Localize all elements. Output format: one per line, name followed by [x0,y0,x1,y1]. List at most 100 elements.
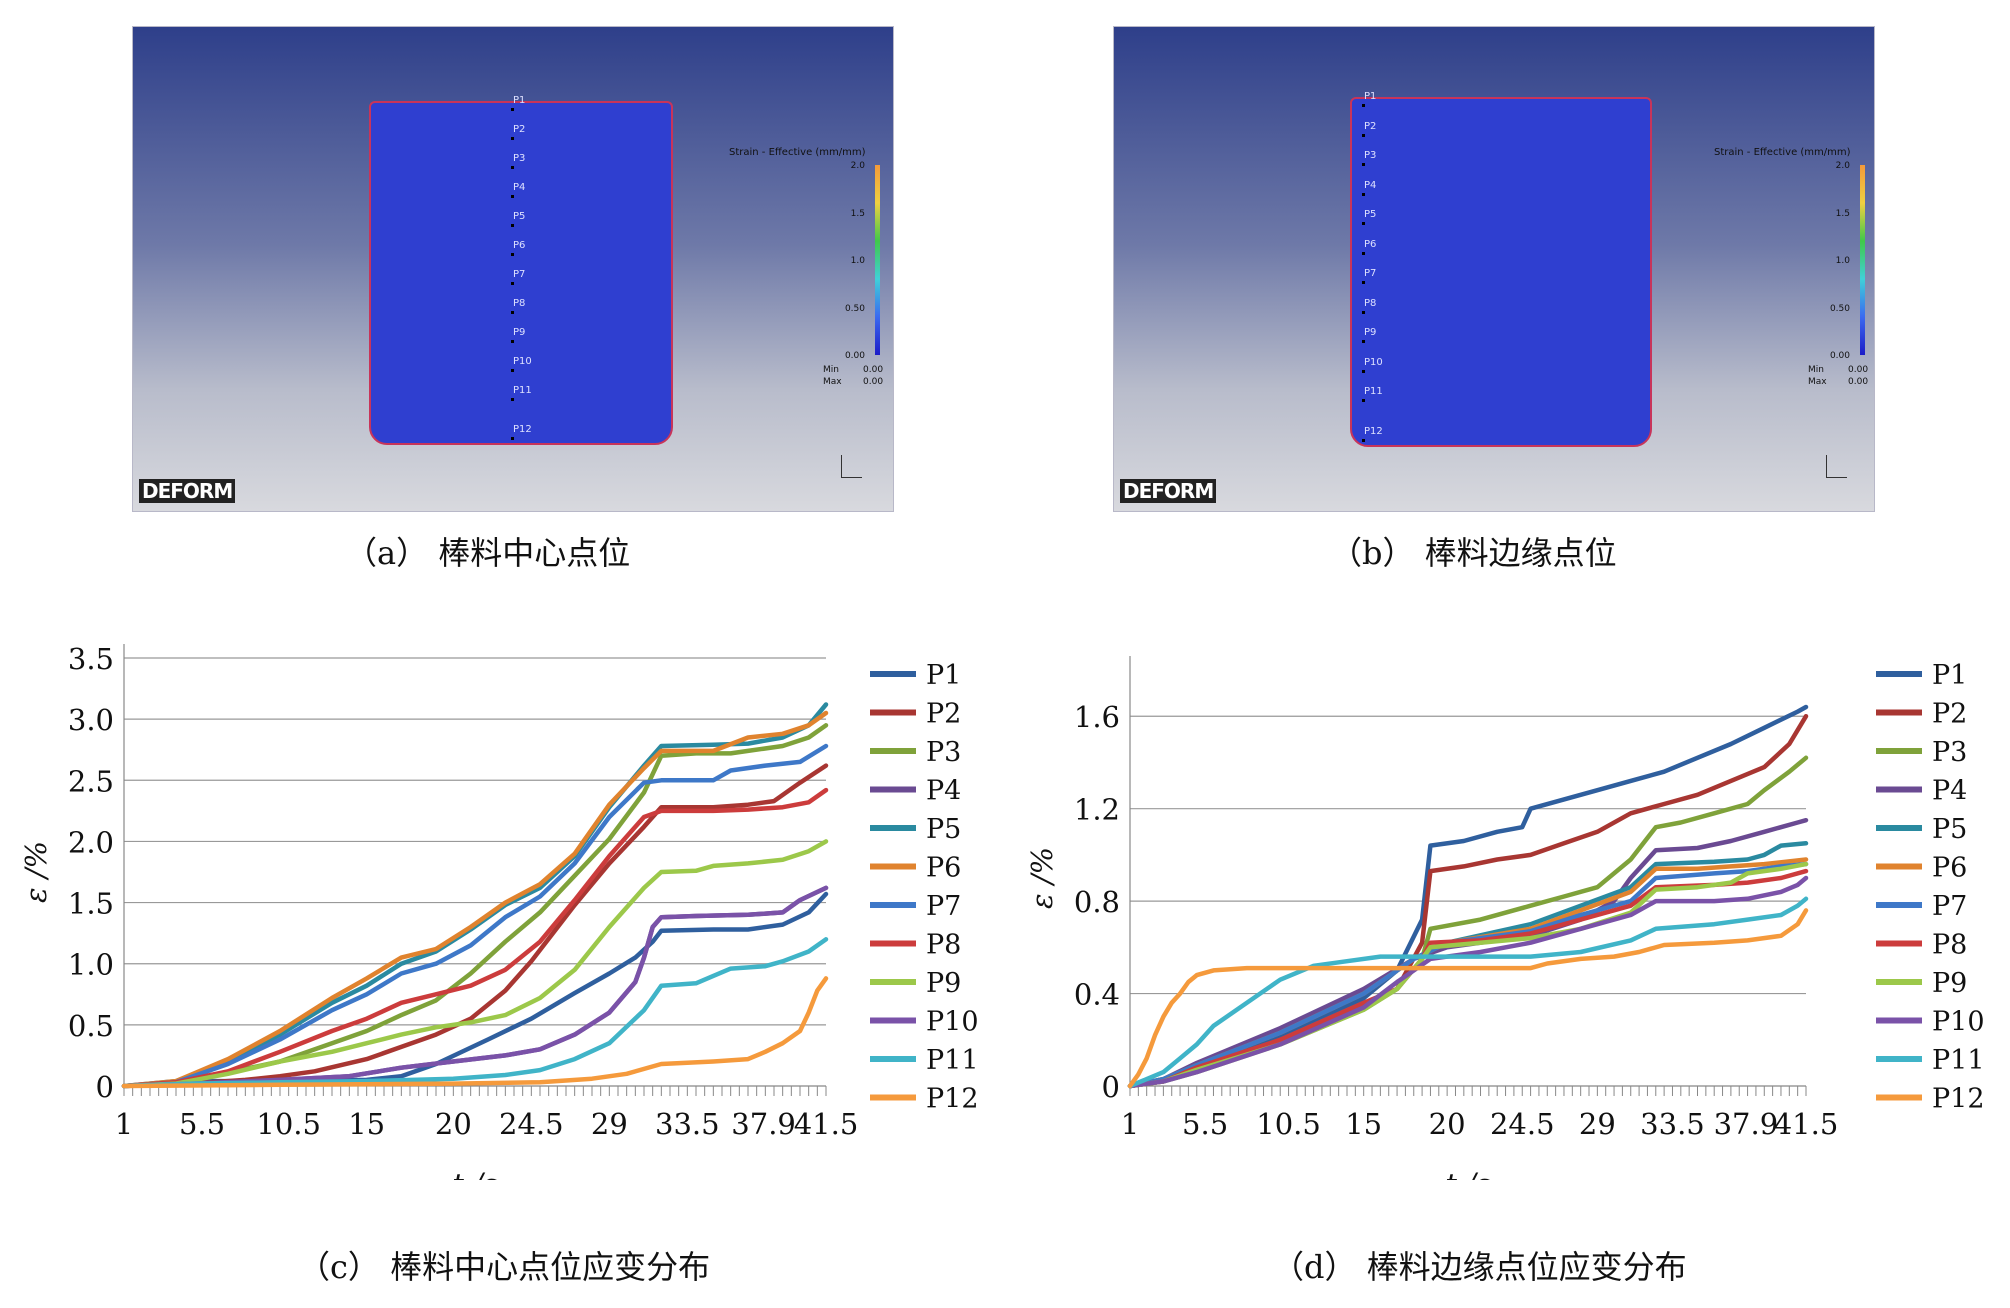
strain-chart-edge: 0 0.4 0.8 1.2 1.6 1 5.5 10.5 15 20 24.5 29 33.5 37.94… [1025,656,1985,1180]
x-tick-label: 10.5 [256,1107,321,1141]
x-tick-label: 15 [348,1107,385,1141]
series-line-p7 [121,743,829,1089]
series-line-p1 [1127,704,1809,1089]
point-marker [1362,222,1365,225]
legend-label-p9: P9 [1932,968,1967,999]
max-value: 0.00 [863,377,884,387]
caption-a: （a） 棒料中心点位 [345,534,631,572]
y-tick-label: 0.8 [1074,885,1120,919]
point-marker [1362,399,1365,402]
billet-body [369,101,673,445]
y-tick-label: 3.5 [68,642,114,676]
x-tick-label: 41.5 [794,1107,859,1141]
legend-label-p2: P2 [926,699,961,730]
point-label-p4: P4 [1364,179,1377,191]
point-marker [511,437,514,440]
series-line-p11 [1127,896,1809,1089]
point-label-p6: P6 [1364,238,1377,250]
point-label-p6: P6 [513,240,526,251]
point-marker [1362,104,1365,107]
min-value: 0.00 [1848,365,1869,375]
x-tick-label: 24.5 [1490,1107,1555,1141]
point-label-p9: P9 [513,327,526,338]
scale-tick-label: 2.0 [850,161,865,171]
legend-label-p7: P7 [1932,891,1967,922]
legend-label-p11: P11 [1932,1045,1985,1076]
point-marker [1362,438,1365,442]
y-tick-label: 1.5 [68,887,114,921]
point-marker [1362,163,1365,166]
point-marker [1362,340,1365,343]
point-marker [511,369,514,372]
legend-label-p11: P11 [926,1045,979,1076]
legend-label-p7: P7 [926,891,961,922]
series-line-p3 [1127,755,1809,1089]
legend-label-p4: P4 [1932,776,1967,807]
point-marker [1362,133,1365,137]
point-label-p4: P4 [513,182,526,193]
min-label: Min [1808,365,1824,375]
point-marker [1362,310,1365,314]
x-tick-label: 5.5 [1182,1107,1228,1141]
y-axis-title: ε /% [1025,847,1059,909]
max-value: 0.00 [1848,377,1869,387]
point-marker [511,224,514,227]
x-tick-label: 33.5 [1640,1107,1705,1141]
min-value: 0.00 [863,365,884,375]
x-tick-label: 37.9 [1714,1107,1779,1141]
legend-label-p8: P8 [1932,930,1967,961]
x-tick-label: 29 [1579,1107,1616,1141]
x-tick-label: 20 [435,1107,472,1141]
point-label-p1: P1 [513,95,526,106]
x-tick-label: 24.5 [499,1107,564,1141]
series-line-p11 [121,937,829,1089]
series-line-p5 [121,702,829,1089]
scale-tick-label: 1.0 [1835,256,1850,266]
point-label-p12: P12 [513,424,532,435]
point-label-p3: P3 [513,153,526,164]
deform-logo: DEFORM [1120,479,1217,503]
point-label-p8: P8 [513,298,526,309]
series-line-p12 [121,976,829,1089]
legend-label-p5: P5 [926,814,961,845]
legend-label-p4: P4 [926,776,961,807]
axis-triad-icon [1826,455,1847,478]
y-tick-label: 3.0 [68,703,114,737]
y-tick-label: 2.5 [68,764,114,798]
x-tick-label: 33.5 [655,1107,720,1141]
scale-tick-label: 0.50 [1829,303,1850,314]
legend-title: Strain - Effective (mm/mm) [729,147,866,158]
legend-label-p3: P3 [926,737,961,768]
point-marker [1362,192,1365,196]
x-tick-label: 15 [1345,1107,1382,1141]
scale-tick-label: 1.0 [850,256,865,266]
strain-chart-center: 0 0.5 1.0 1.5 2.0 2.5 3.0 3.5 1 5.5 10.5 15 20 24.5 29… [19,642,979,1180]
color-scale-bar [1860,165,1865,355]
caption-c: （c） 棒料中心点位应变分布 [298,1248,711,1286]
x-tick-label: 1 [1121,1107,1139,1141]
point-label-p2: P2 [513,124,526,135]
point-marker [1362,281,1365,284]
legend-label-p1: P1 [926,660,961,691]
point-label-p9: P9 [1364,327,1377,338]
series-line-p9 [121,839,829,1089]
point-label-p5: P5 [1364,209,1377,220]
point-marker [511,166,514,169]
point-label-p2: P2 [1364,120,1377,132]
point-label-p3: P3 [1364,150,1377,161]
legend-label-p12: P12 [1932,1084,1985,1115]
y-tick-label: 1.0 [68,948,114,982]
x-tick-label: 20 [1429,1107,1466,1141]
billet-body [1350,97,1652,447]
point-label-p8: P8 [1364,297,1377,309]
scale-tick-label: 1.5 [1835,208,1850,219]
min-label: Min [823,365,839,375]
y-tick-label: 1.6 [1074,700,1120,734]
point-marker [511,282,514,285]
y-tick-label: 0 [1102,1070,1120,1104]
x-tick-label: 1 [115,1107,133,1141]
point-marker [511,311,514,314]
legend-label-p10: P10 [1932,1007,1985,1038]
series-line-p6 [121,710,829,1089]
series-line-p3 [121,723,829,1089]
